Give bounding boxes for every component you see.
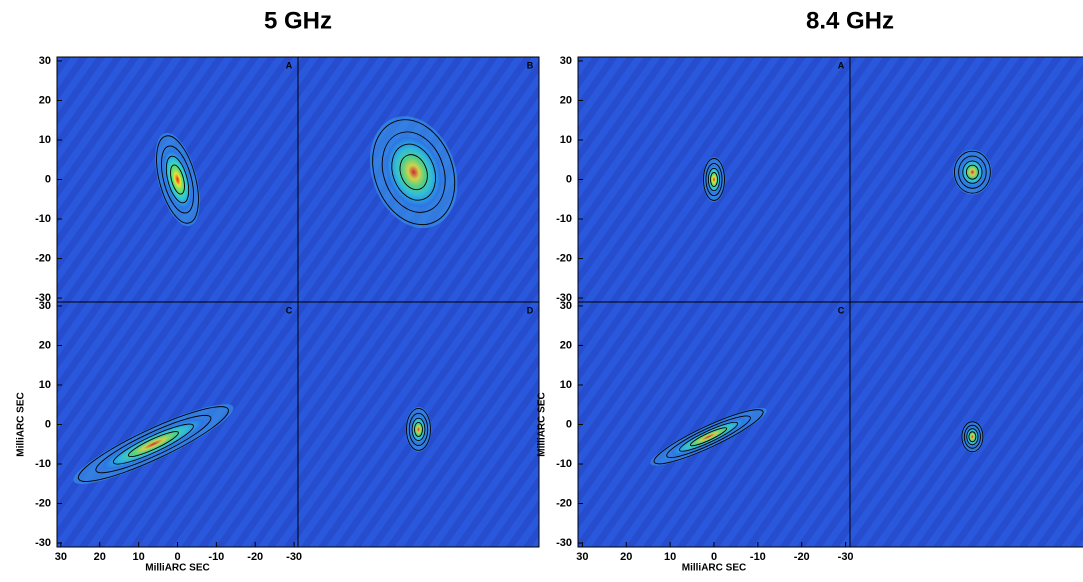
y-tick-label: 20 [560,339,572,351]
x-tick-label: 0 [711,551,717,563]
y-tick-label: -30 [35,537,51,549]
source-emission [410,415,427,444]
y-tick-label: -30 [35,292,51,304]
y-tick-label: 10 [39,134,51,146]
y-tick-label: 10 [560,134,572,146]
y-tick-label: -20 [35,252,51,264]
source-emission [960,158,985,187]
contour [963,424,981,449]
contour [408,412,429,446]
x-tick-label: -10 [208,551,224,563]
chart-title: 8.4 GHz [806,7,894,34]
contour [77,406,229,482]
contour [127,431,179,458]
x-tick-label: 10 [133,551,145,563]
y-tick-label: -20 [556,497,572,509]
y-tick-label: -10 [35,213,51,225]
source-emission [103,419,204,470]
contour [170,164,185,195]
contour [95,414,212,474]
x-tick-label: 0 [174,551,180,563]
contour [165,155,190,204]
contour [968,431,977,443]
source-emission [707,165,721,194]
y-tick-label: -10 [556,213,572,225]
panel-frame [297,301,540,548]
y-tick-label: -10 [556,458,572,470]
y-tick-label: 30 [39,300,51,312]
y-axis-label: MilliARC SEC [537,392,548,456]
y-tick-label: 20 [39,94,51,106]
contour [156,135,199,224]
contour [958,155,987,189]
y-tick-label: -30 [556,537,572,549]
y-tick-label: -20 [556,252,572,264]
chart-title: 5 GHz [264,7,332,34]
contour [962,160,983,184]
contour [707,167,721,192]
contour [705,162,723,197]
x-tick-label: 20 [620,551,632,563]
contour [689,427,728,447]
contour [112,423,194,465]
panel-label: B [527,60,534,70]
y-tick-label: 20 [39,339,51,351]
contour [391,143,437,201]
x-axis-label: MilliARC SEC [145,563,209,574]
contour [966,428,979,446]
x-tick-label: 30 [55,551,67,563]
contour [372,119,456,226]
x-tick-label: -30 [838,551,854,563]
y-tick-label: -10 [35,458,51,470]
x-tick-label: -30 [286,551,302,563]
y-tick-label: 0 [45,418,51,430]
panel-label: A [838,60,845,70]
panel-label: D [527,305,534,315]
y-tick-label: 10 [560,379,572,391]
y-tick-label: -20 [35,497,51,509]
y-tick-label: 0 [45,173,51,185]
x-tick-label: 20 [94,551,106,563]
y-tick-label: 30 [560,55,572,67]
panel-label: A [286,60,293,70]
contour [399,154,428,191]
x-tick-label: 30 [576,551,588,563]
panel-label: C [286,305,293,315]
y-tick-label: 0 [566,173,572,185]
contour [653,409,764,465]
source-emission [163,150,192,209]
x-tick-label: -20 [794,551,810,563]
contour [953,150,991,194]
y-tick-label: 30 [560,300,572,312]
contour [666,415,751,458]
y-tick-label: 10 [39,379,51,391]
x-axis-label: MilliARC SEC [682,563,746,574]
x-tick-label: -20 [247,551,263,563]
contour [961,421,984,453]
y-tick-label: 20 [560,94,572,106]
contour [679,421,739,452]
source-emission [965,426,980,447]
y-tick-label: 0 [566,418,572,430]
contour [161,145,194,214]
x-tick-label: 10 [664,551,676,563]
contour [414,421,423,437]
contour [965,164,979,180]
contour [710,172,718,187]
y-tick-label: 30 [39,55,51,67]
contour [411,417,426,442]
x-tick-label: -10 [750,551,766,563]
contour [381,131,446,213]
plots: 5 GHz A B C D 30 30 20 20 10 10 0 0 -10 -10 -20 -20 -30 -3… [16,7,1083,574]
y-tick-label: -30 [556,292,572,304]
contour [703,158,725,201]
y-axis-label: MilliARC SEC [16,392,27,456]
contour [406,407,431,451]
panel-label: C [838,305,845,315]
panel-frame [849,301,1083,548]
